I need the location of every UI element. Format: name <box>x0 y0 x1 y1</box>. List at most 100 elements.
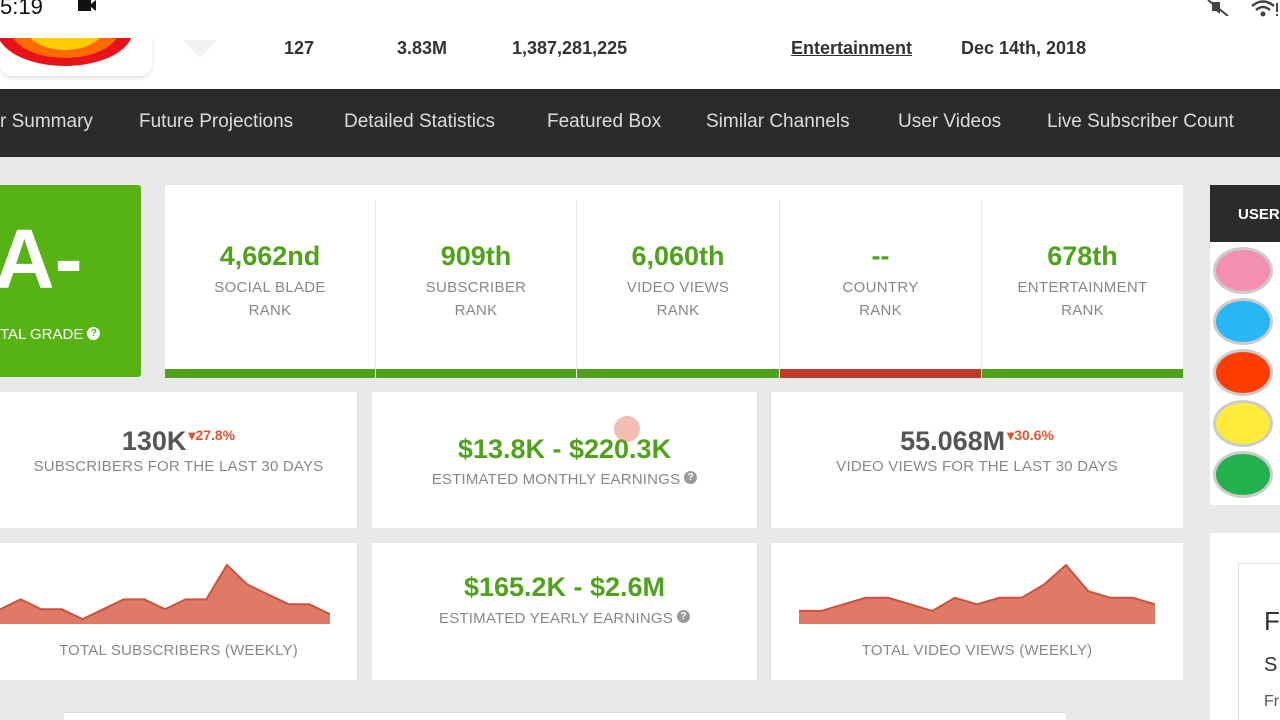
rank-label-line2: RANK <box>859 302 902 319</box>
rank-label-line1: SUBSCRIBER <box>425 279 527 296</box>
views-weekly-sparkline <box>799 563 1155 624</box>
sidebar-card <box>1210 533 1280 720</box>
next-section-card <box>64 712 1066 720</box>
rank-entertainment: 678th ENTERTAINMENT RANK <box>982 185 1183 378</box>
total-views-weekly-card: TOTAL VIDEO VIEWS (WEEKLY) <box>771 543 1183 680</box>
rank-label-line1: ENTERTAINMENT <box>1017 279 1148 296</box>
monthly-earnings-label: ESTIMATED MONTHLY EARNINGS? <box>372 471 757 488</box>
channel-logo-icon <box>0 38 132 66</box>
uploads-count: 127 <box>284 38 315 58</box>
rank-label: ENTERTAINMENT RANK <box>982 276 1183 322</box>
total-subscribers-weekly-label: TOTAL SUBSCRIBERS (WEEKLY) <box>59 642 298 659</box>
nav-live-subscriber-count[interactable]: Live Subscriber Count <box>1047 111 1234 132</box>
sidebar-card-title: F <box>1264 606 1280 636</box>
views-sparkline-area <box>799 565 1155 624</box>
rank-label-line1: VIDEO VIEWS <box>626 279 730 296</box>
subscribers-delta-value: 27.8% <box>195 427 236 443</box>
help-icon[interactable]: ? <box>87 327 101 340</box>
help-icon[interactable]: ? <box>684 471 698 484</box>
views-30-days-value: 55.068M ▾30.6% <box>771 426 1183 457</box>
subscribers-sparkline-area <box>0 565 330 624</box>
chevron-shape-icon <box>183 40 217 58</box>
rank-country: -- COUNTRY RANK <box>780 185 981 378</box>
subscribers-30-days-card: 130K ▾27.8% SUBSCRIBERS FOR THE LAST 30 D… <box>0 392 357 528</box>
rank-label: SUBSCRIBER RANK <box>376 276 576 322</box>
help-icon[interactable]: ? <box>676 610 690 623</box>
user-avatar[interactable] <box>1213 451 1273 498</box>
wifi-icon <box>1251 0 1278 17</box>
sidebar-card-text: Fr <box>1264 693 1280 710</box>
total-grade-box: A- TAL GRADE? <box>0 185 141 377</box>
users-sidebar: USERS <box>1210 185 1280 505</box>
rank-value: 6,060th <box>631 241 725 271</box>
rank-divider <box>576 200 577 370</box>
grade-letter: A- <box>0 212 83 306</box>
status-bar: 5:19 <box>0 0 1280 38</box>
subscribers-count: 3.83M <box>397 38 448 58</box>
yearly-earnings-value: $165.2K - $2.6M <box>463 572 666 602</box>
rank-bar <box>982 369 1183 378</box>
subscribers-delta: ▾27.8% <box>188 427 236 443</box>
subscribers-30-days-value: 130K ▾27.8% <box>0 426 357 457</box>
views-30-days-card: 55.068M ▾30.6% VIDEO VIEWS FOR THE LAST 3… <box>771 392 1183 528</box>
users-sidebar-header: USERS <box>1210 185 1280 242</box>
nav-featured-box[interactable]: Featured Box <box>547 111 662 132</box>
rank-bar <box>165 369 375 378</box>
video-views-count: 1,387,281,225 <box>512 38 628 58</box>
rank-bar <box>376 369 576 378</box>
rank-video-views: 6,060th VIDEO VIEWS RANK <box>577 185 779 378</box>
mute-icon <box>1207 0 1229 16</box>
yearly-earnings-label: ESTIMATED YEARLY EARNINGS? <box>372 610 757 627</box>
rank-divider <box>779 200 780 370</box>
total-subscribers-weekly-card: TOTAL SUBSCRIBERS (WEEKLY) <box>0 543 357 680</box>
section-nav: r Summary Future Projections Detailed St… <box>0 89 1280 157</box>
rank-social-blade: 4,662nd SOCIAL BLADE RANK <box>165 185 375 378</box>
touch-indicator <box>614 416 640 442</box>
channel-avatar[interactable] <box>0 38 152 76</box>
grade-label-text: TAL GRADE <box>0 326 84 343</box>
rank-bar <box>780 369 981 378</box>
total-views-weekly-label: TOTAL VIDEO VIEWS (WEEKLY) <box>861 642 1093 659</box>
views-30-days-label: VIDEO VIEWS FOR THE LAST 30 DAYS <box>836 458 1118 475</box>
subscribers-sparkline-line <box>0 563 330 621</box>
user-avatar[interactable] <box>1213 400 1273 447</box>
rank-label-line1: SOCIAL BLADE <box>214 279 326 296</box>
rank-divider <box>375 200 376 370</box>
user-avatar[interactable] <box>1213 349 1273 396</box>
rank-label-line2: RANK <box>656 302 700 319</box>
rank-value: -- <box>871 241 890 271</box>
rank-value: 678th <box>1047 241 1118 271</box>
monthly-earnings-value: $13.8K - $220.3K <box>457 434 672 464</box>
rank-label: COUNTRY RANK <box>780 276 981 322</box>
rank-label-line2: RANK <box>454 302 498 319</box>
status-time: 5:19 <box>0 0 43 19</box>
user-avatar[interactable] <box>1213 298 1273 345</box>
rank-divider <box>981 200 982 370</box>
nav-similar-channels[interactable]: Similar Channels <box>706 111 850 132</box>
sidebar-card-inner <box>1238 563 1280 720</box>
rank-label-line2: RANK <box>248 302 292 319</box>
ranks-panel: 4,662nd SOCIAL BLADE RANK 909th SUBSCRIBE… <box>165 185 1183 378</box>
user-avatar[interactable] <box>1213 247 1273 294</box>
views-30-days-number: 55.068M <box>900 426 1006 456</box>
views-delta: ▾30.6% <box>1007 427 1054 443</box>
rank-bar <box>577 369 779 378</box>
channel-type-link[interactable]: Entertainment <box>791 38 913 58</box>
yearly-earnings-label-text: ESTIMATED YEARLY EARNINGS <box>439 610 673 627</box>
nav-detailed-statistics[interactable]: Detailed Statistics <box>344 111 496 132</box>
subscribers-30-days-label: SUBSCRIBERS FOR THE LAST 30 DAYS <box>33 458 324 475</box>
nav-user-videos[interactable]: User Videos <box>898 111 1002 132</box>
nav-summary[interactable]: r Summary <box>0 111 93 132</box>
grade-label: TAL GRADE? <box>0 326 101 343</box>
sidebar-card-subtitle: S <box>1264 654 1278 676</box>
monthly-earnings-card: $13.8K - $220.3K ESTIMATED MONTHLY EARNI… <box>372 392 757 528</box>
subscribers-30-days-number: 130K <box>121 426 187 456</box>
subscribers-weekly-sparkline <box>0 563 330 624</box>
rank-label: VIDEO VIEWS RANK <box>577 276 779 322</box>
rank-subscriber: 909th SUBSCRIBER RANK <box>376 185 576 378</box>
channel-stats-strip <box>0 38 1280 89</box>
rank-label-line1: COUNTRY <box>842 279 919 296</box>
video-camera-icon <box>78 0 96 11</box>
monthly-earnings-label-text: ESTIMATED MONTHLY EARNINGS <box>431 471 681 488</box>
nav-future-projections[interactable]: Future Projections <box>139 111 294 132</box>
